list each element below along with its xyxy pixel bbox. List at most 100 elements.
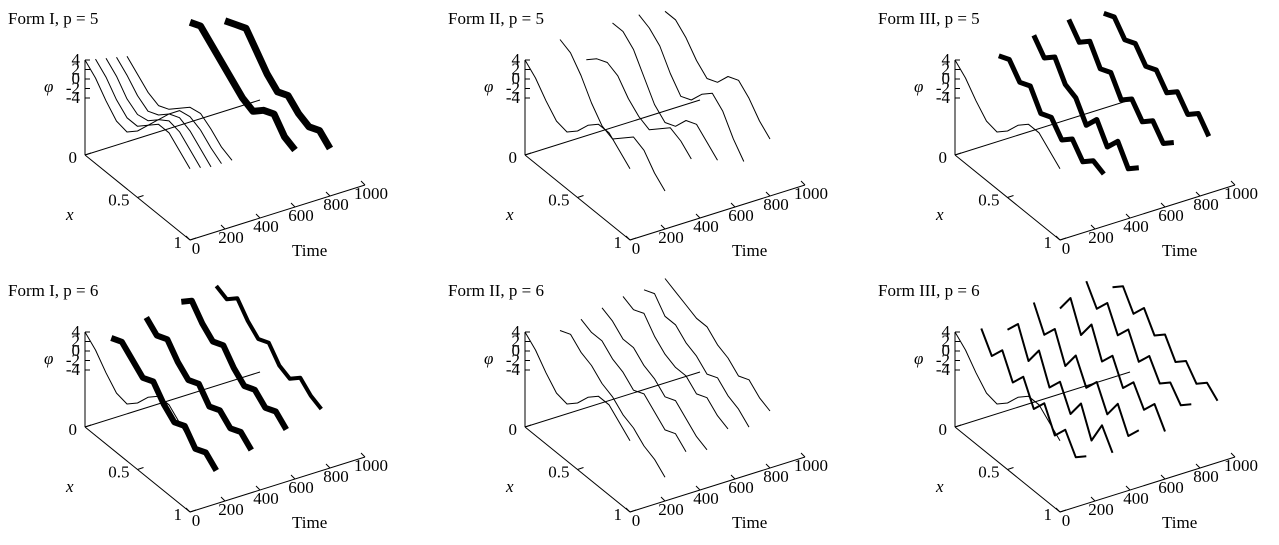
x-tick-label: 0: [509, 148, 518, 167]
t-tick-label: 200: [218, 500, 244, 519]
curve: [601, 307, 708, 451]
curve: [223, 17, 334, 151]
curve: [954, 331, 1061, 442]
t-tick: [765, 191, 771, 197]
t-tick-label: 200: [1088, 500, 1114, 519]
curve: [612, 22, 718, 161]
t-tick-label: 1000: [794, 456, 828, 475]
z-tick-label: -2: [936, 351, 950, 370]
t-tick: [695, 213, 701, 219]
z-tick-label: 0: [72, 69, 81, 88]
x-tick: [1059, 237, 1067, 241]
t-tick-label: 600: [288, 206, 314, 225]
back-axis: [954, 371, 1131, 428]
z-axis-label: φ: [484, 349, 493, 368]
panel-title: Form I, p = 6: [8, 281, 98, 300]
x-tick-label: 1: [174, 505, 183, 524]
z-tick-label: 2: [512, 60, 521, 79]
z-tick-label: -2: [506, 79, 520, 98]
back-axis: [84, 371, 261, 428]
curve: [1066, 18, 1175, 146]
curve: [1112, 285, 1219, 402]
z-tick-label: 0: [942, 341, 951, 360]
x-tick: [954, 424, 962, 428]
panel-title: Form II, p = 6: [448, 281, 544, 300]
z-tick-label: 0: [72, 341, 81, 360]
x-tick-label: 0.5: [978, 191, 999, 210]
t-tick: [220, 224, 226, 230]
x-axis-label: x: [935, 205, 944, 224]
t-tick: [765, 463, 771, 469]
x-tick: [629, 509, 637, 513]
z-tick-label: 2: [512, 332, 521, 351]
x-tick-label: 1: [174, 233, 183, 252]
curve: [580, 318, 687, 452]
curve: [116, 56, 222, 164]
x-tick: [629, 237, 637, 241]
time-axis: [189, 184, 366, 241]
curve: [997, 53, 1106, 176]
curve: [1102, 10, 1212, 138]
x-tick-label: 0.5: [548, 191, 569, 210]
x-axis-label: x: [65, 477, 74, 496]
curve: [105, 57, 212, 168]
time-axis: [629, 456, 806, 513]
t-tick: [625, 235, 631, 241]
curve: [622, 296, 729, 430]
t-tick: [290, 474, 296, 480]
panel-title: Form II, p = 5: [448, 9, 544, 28]
t-tick: [255, 213, 261, 219]
t-tick: [360, 180, 366, 186]
x-tick: [189, 509, 197, 513]
x-tick: [577, 195, 584, 198]
curve: [524, 331, 631, 442]
x-tick: [189, 237, 197, 241]
t-tick-label: 0: [632, 511, 641, 530]
curve: [559, 330, 666, 478]
z-tick-label: 0: [512, 341, 521, 360]
panel-title: Form III, p = 6: [878, 281, 980, 300]
curve: [1032, 302, 1140, 437]
t-tick-label: 0: [192, 239, 201, 258]
back-axis: [954, 99, 1131, 156]
curve: [980, 328, 1087, 459]
t-tick: [1230, 452, 1236, 458]
curve: [188, 18, 298, 153]
z-axis-label: φ: [484, 77, 493, 96]
t-tick-label: 1000: [1224, 184, 1258, 203]
z-tick-label: 4: [942, 322, 951, 341]
curve: [1085, 280, 1192, 407]
back-axis: [524, 99, 701, 156]
x-axis-label: x: [505, 477, 514, 496]
t-tick: [1090, 496, 1096, 502]
x-tick: [1007, 195, 1014, 198]
z-tick-label: 2: [942, 60, 951, 79]
x-tick-label: 0: [69, 148, 78, 167]
t-tick: [730, 202, 736, 208]
t-tick: [1160, 474, 1166, 480]
panel-title: Form III, p = 5: [878, 9, 980, 28]
z-tick-label: -4: [506, 88, 521, 107]
curve: [559, 39, 666, 192]
t-tick-label: 800: [323, 467, 349, 486]
x-tick: [137, 195, 144, 198]
t-tick-label: 1000: [1224, 456, 1258, 475]
t-tick: [185, 235, 191, 241]
t-tick: [1160, 202, 1166, 208]
t-tick: [1055, 235, 1061, 241]
z-tick-label: 4: [72, 50, 81, 69]
t-tick-label: 200: [658, 228, 684, 247]
curve: [126, 56, 233, 161]
t-tick-label: 800: [1193, 195, 1219, 214]
t-tick: [360, 452, 366, 458]
t-tick: [660, 224, 666, 230]
t-tick: [695, 485, 701, 491]
t-tick: [1195, 463, 1201, 469]
x-tick: [524, 424, 532, 428]
t-tick-label: 400: [253, 217, 279, 236]
z-axis-label: φ: [44, 349, 53, 368]
t-tick: [1125, 485, 1131, 491]
t-axis-label: Time: [732, 241, 767, 260]
t-tick: [625, 507, 631, 513]
